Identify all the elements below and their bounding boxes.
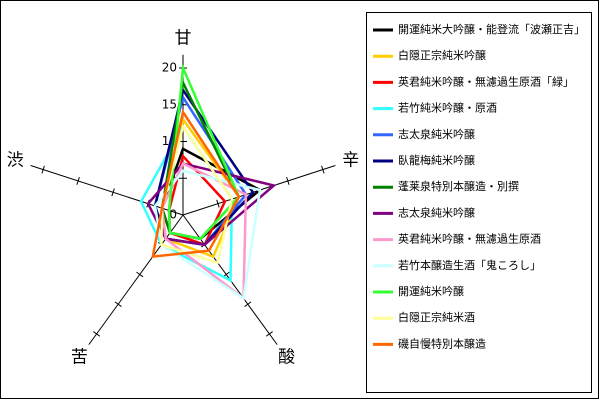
axis-line: [88, 214, 184, 345]
legend-label: 開運純米吟醸: [398, 284, 464, 298]
legend-label: 蓬莱泉特別本醸造・別撰: [398, 179, 519, 193]
tick-mark: [111, 188, 115, 197]
series-line: [151, 108, 241, 259]
tick-mark: [244, 301, 252, 307]
axis-label: 甘: [175, 29, 192, 49]
tick-label: 0: [169, 208, 177, 222]
axis-label: 渋: [7, 150, 24, 170]
legend-label: 若竹純米吟醸・原酒: [398, 101, 497, 115]
tick-mark: [93, 331, 101, 337]
tick-label: 20: [162, 61, 177, 75]
tick-mark: [41, 165, 45, 174]
axis-line: [30, 165, 184, 216]
tick-mark: [216, 199, 220, 208]
legend-label: 志太泉純米吟醸: [398, 205, 475, 219]
tick-mark: [265, 331, 273, 337]
legend-label: 臥龍梅純米吟醸: [398, 153, 475, 167]
legend-box: [366, 12, 592, 393]
tick-mark: [76, 176, 80, 185]
tick-mark: [286, 176, 290, 185]
legend-label: 白隠正宗純米酒: [398, 310, 475, 324]
legend-label: 白隠正宗純米吟醸: [398, 48, 486, 62]
series-line: [153, 169, 262, 301]
axis-label: 酸: [278, 348, 295, 368]
axis-label: 苦: [71, 348, 88, 368]
tick-mark: [114, 301, 122, 307]
legend-label: 若竹本醸造生酒「鬼ころし」: [398, 258, 541, 272]
legend-label: 志太泉純米吟醸: [398, 127, 475, 141]
legend-label: 開運純米大吟醸・能登流「波瀬正吉」: [398, 22, 585, 36]
axis-label: 辛: [342, 150, 359, 170]
tick-label: 15: [162, 97, 177, 111]
series-line: [167, 63, 241, 241]
legend-label: 英君純米吟醸・無濾過生原酒「緑」: [398, 74, 574, 88]
tick-mark: [321, 165, 325, 174]
legend-label: 磯自慢特別本醸造: [398, 336, 486, 350]
series-line: [146, 162, 277, 247]
tick-mark: [136, 271, 144, 278]
legend-label: 英君純米吟醸・無濾過生原酒: [398, 232, 541, 246]
series-line: [167, 153, 227, 247]
